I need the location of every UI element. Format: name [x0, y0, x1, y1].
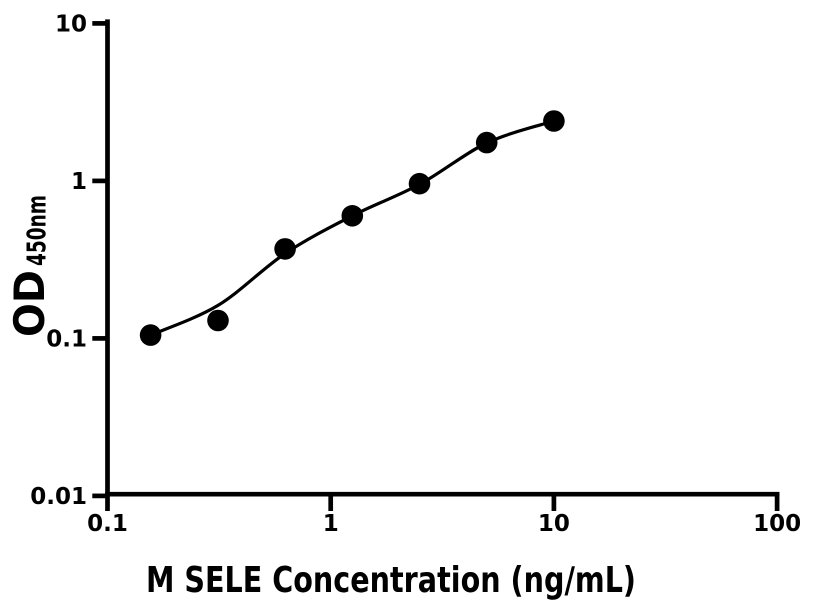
- y-axis-title-sub: 450nm: [23, 195, 53, 266]
- x-tick-label: 100: [753, 511, 801, 537]
- x-tick-label: 10: [538, 511, 570, 537]
- y-tick-label: 0.1: [46, 327, 87, 353]
- data-point: [408, 172, 431, 195]
- y-tick-label: 10: [55, 12, 87, 38]
- y-axis-title-main: OD: [5, 270, 54, 337]
- data-point: [274, 238, 296, 260]
- fit-curve: [149, 119, 555, 337]
- data-point: [475, 131, 498, 154]
- y-tick-label: 0.01: [30, 484, 87, 510]
- x-tick-label: 0.1: [87, 511, 128, 537]
- x-tick-label: 1: [323, 511, 339, 537]
- data-point: [139, 324, 162, 346]
- data-point: [543, 110, 565, 132]
- data-point: [341, 205, 364, 227]
- data-point: [207, 309, 229, 332]
- x-axis-title: M SELE Concentration (ng/mL): [146, 560, 636, 601]
- y-tick-label: 1: [71, 169, 87, 195]
